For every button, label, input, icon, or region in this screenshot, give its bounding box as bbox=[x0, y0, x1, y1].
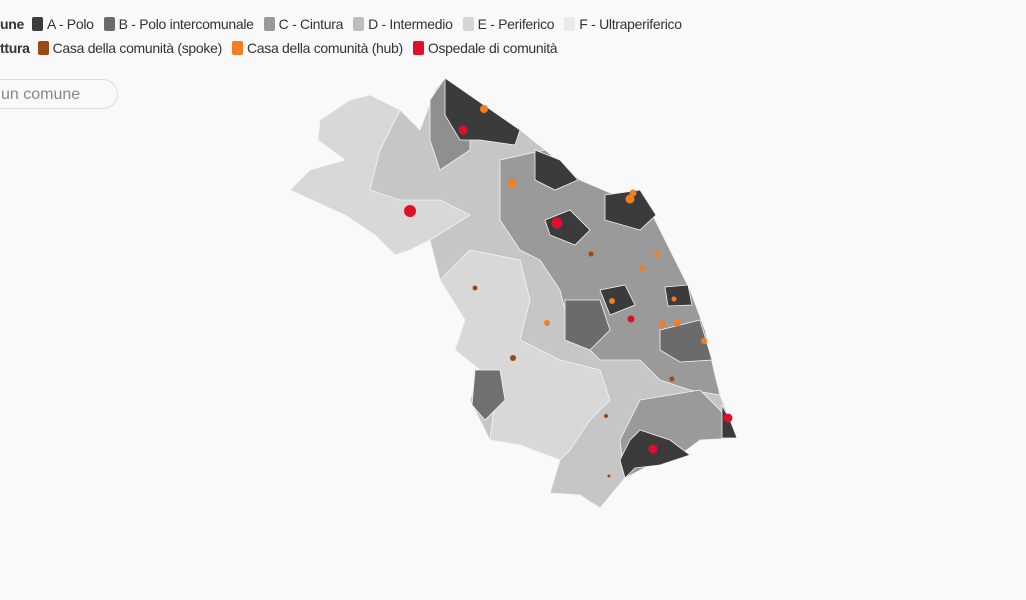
legend-title: une bbox=[0, 16, 24, 32]
facility-spoke bbox=[588, 251, 594, 257]
legend-label: B - Polo intercomunale bbox=[118, 16, 254, 32]
facility-hospital bbox=[648, 444, 658, 454]
legend-label: D - Intermedio bbox=[368, 16, 453, 32]
region-intercom bbox=[564, 299, 611, 351]
region-polo bbox=[534, 149, 579, 191]
facility-hospital bbox=[551, 217, 563, 229]
legend-swatch bbox=[103, 17, 115, 31]
region-periferico bbox=[439, 249, 611, 461]
region-periferico bbox=[289, 94, 471, 256]
legend-swatch bbox=[32, 17, 43, 31]
legend-item[interactable]: A - Polo bbox=[32, 16, 94, 32]
facility-spoke bbox=[669, 376, 675, 382]
legend-swatch bbox=[412, 41, 424, 55]
legend-label: A - Polo bbox=[47, 16, 94, 32]
legend-label: Ospedale di comunità bbox=[427, 40, 558, 56]
facility-hub bbox=[609, 298, 615, 304]
facility-hub bbox=[654, 252, 660, 258]
facility-hub bbox=[658, 320, 666, 328]
legend-item[interactable]: E - Periferico bbox=[462, 16, 555, 32]
legend-item[interactable]: B - Polo intercomunale bbox=[103, 16, 254, 32]
search-placeholder: un comune bbox=[1, 86, 81, 103]
legend-row: une A - Polo B - Polo intercomunale C - Cin… bbox=[0, 12, 692, 36]
legend-swatch bbox=[564, 17, 576, 31]
facility-hospital bbox=[627, 315, 635, 323]
facility-hub bbox=[625, 194, 635, 204]
legend-row: ttura Casa della comunità (spoke) Casa del… bbox=[0, 36, 692, 60]
facility-hub bbox=[544, 320, 550, 326]
legend-swatch bbox=[462, 17, 474, 31]
legend: une A - Polo B - Polo intercomunale C - Cin… bbox=[0, 12, 692, 60]
search-box[interactable]: un comune bbox=[0, 79, 118, 109]
legend-item[interactable]: D - Intermedio bbox=[353, 16, 453, 32]
legend-label: F - Ultraperiferico bbox=[579, 16, 682, 32]
legend-title: ttura bbox=[0, 40, 30, 56]
facility-spoke bbox=[472, 285, 478, 291]
facility-spoke bbox=[607, 474, 611, 478]
legend-label: C - Cintura bbox=[278, 16, 344, 32]
regions bbox=[289, 77, 738, 509]
facility-hub bbox=[701, 338, 707, 344]
legend-item[interactable]: F - Ultraperiferico bbox=[564, 16, 682, 32]
facility-hub bbox=[480, 105, 488, 113]
facility-hospital bbox=[723, 413, 733, 423]
facility-hub bbox=[673, 319, 681, 327]
legend-item[interactable]: Casa della comunità (spoke) bbox=[37, 40, 223, 56]
facility-spoke bbox=[510, 355, 516, 361]
legend-swatch bbox=[37, 41, 49, 55]
legend-swatch bbox=[231, 41, 243, 55]
facility-hub bbox=[671, 296, 677, 302]
legend-swatch bbox=[263, 17, 275, 31]
region-polo bbox=[664, 284, 693, 307]
legend-label: Casa della comunità (spoke) bbox=[52, 40, 223, 56]
facility-hospital bbox=[404, 205, 416, 217]
region-polo bbox=[599, 284, 636, 316]
region-polo bbox=[619, 429, 691, 479]
facility-hub bbox=[507, 178, 517, 188]
facility-hospital bbox=[458, 125, 468, 135]
facility-hub bbox=[629, 189, 637, 197]
legend-label: Casa della comunità (hub) bbox=[246, 40, 403, 56]
region-intercom bbox=[471, 369, 506, 421]
legend-item[interactable]: C - Cintura bbox=[263, 16, 344, 32]
legend-label: E - Periferico bbox=[477, 16, 555, 32]
facility-hub bbox=[639, 265, 645, 271]
legend-item[interactable]: Casa della comunità (hub) bbox=[231, 40, 403, 56]
legend-swatch bbox=[353, 17, 365, 31]
facility-spoke bbox=[604, 414, 608, 418]
region-intercom bbox=[659, 319, 713, 363]
facilities bbox=[404, 105, 733, 478]
legend-item[interactable]: Ospedale di comunità bbox=[412, 40, 558, 56]
